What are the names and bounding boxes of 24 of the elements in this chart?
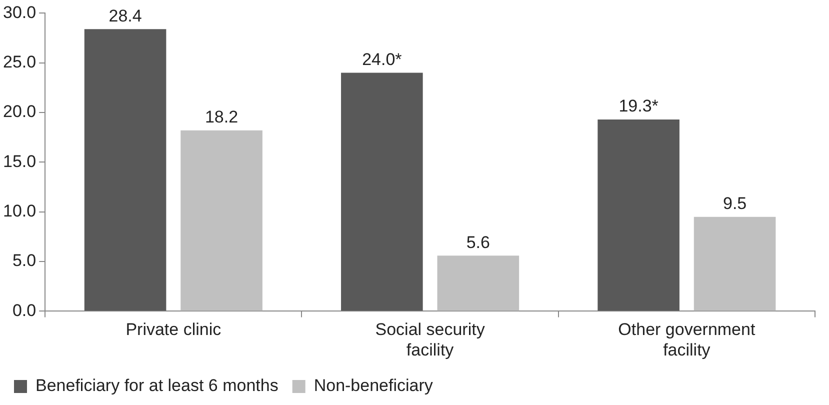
y-tick-label: 10.0 bbox=[2, 202, 36, 221]
bar bbox=[437, 256, 520, 311]
legend-label: Non-beneficiary bbox=[314, 376, 434, 396]
y-tick-label: 0.0 bbox=[12, 300, 36, 320]
y-tick-label: 15.0 bbox=[2, 152, 36, 171]
data-label: 5.6 bbox=[466, 232, 490, 252]
data-label: 18.2 bbox=[204, 108, 238, 127]
bar bbox=[694, 216, 776, 311]
data-label: 19.3* bbox=[618, 96, 659, 116]
y-tick-label: 5.0 bbox=[12, 251, 36, 270]
y-tick-label: 20.0 bbox=[2, 102, 36, 122]
x-tick-label: Private clinic bbox=[126, 320, 222, 340]
x-tick-label: Other government facility bbox=[618, 320, 756, 360]
y-tick-label: 25.0 bbox=[2, 52, 36, 72]
bar bbox=[84, 29, 166, 311]
y-tick-label: 30.0 bbox=[2, 2, 36, 22]
data-label: 24.0* bbox=[362, 50, 402, 69]
data-label: 9.5 bbox=[722, 194, 747, 214]
x-tick-label: Social security facility bbox=[375, 320, 486, 360]
legend-label: Beneficiary for at least 6 months bbox=[36, 376, 278, 396]
bar bbox=[341, 72, 423, 311]
bar bbox=[598, 119, 680, 311]
bar bbox=[180, 130, 262, 311]
data-label: 28.4 bbox=[108, 6, 142, 26]
